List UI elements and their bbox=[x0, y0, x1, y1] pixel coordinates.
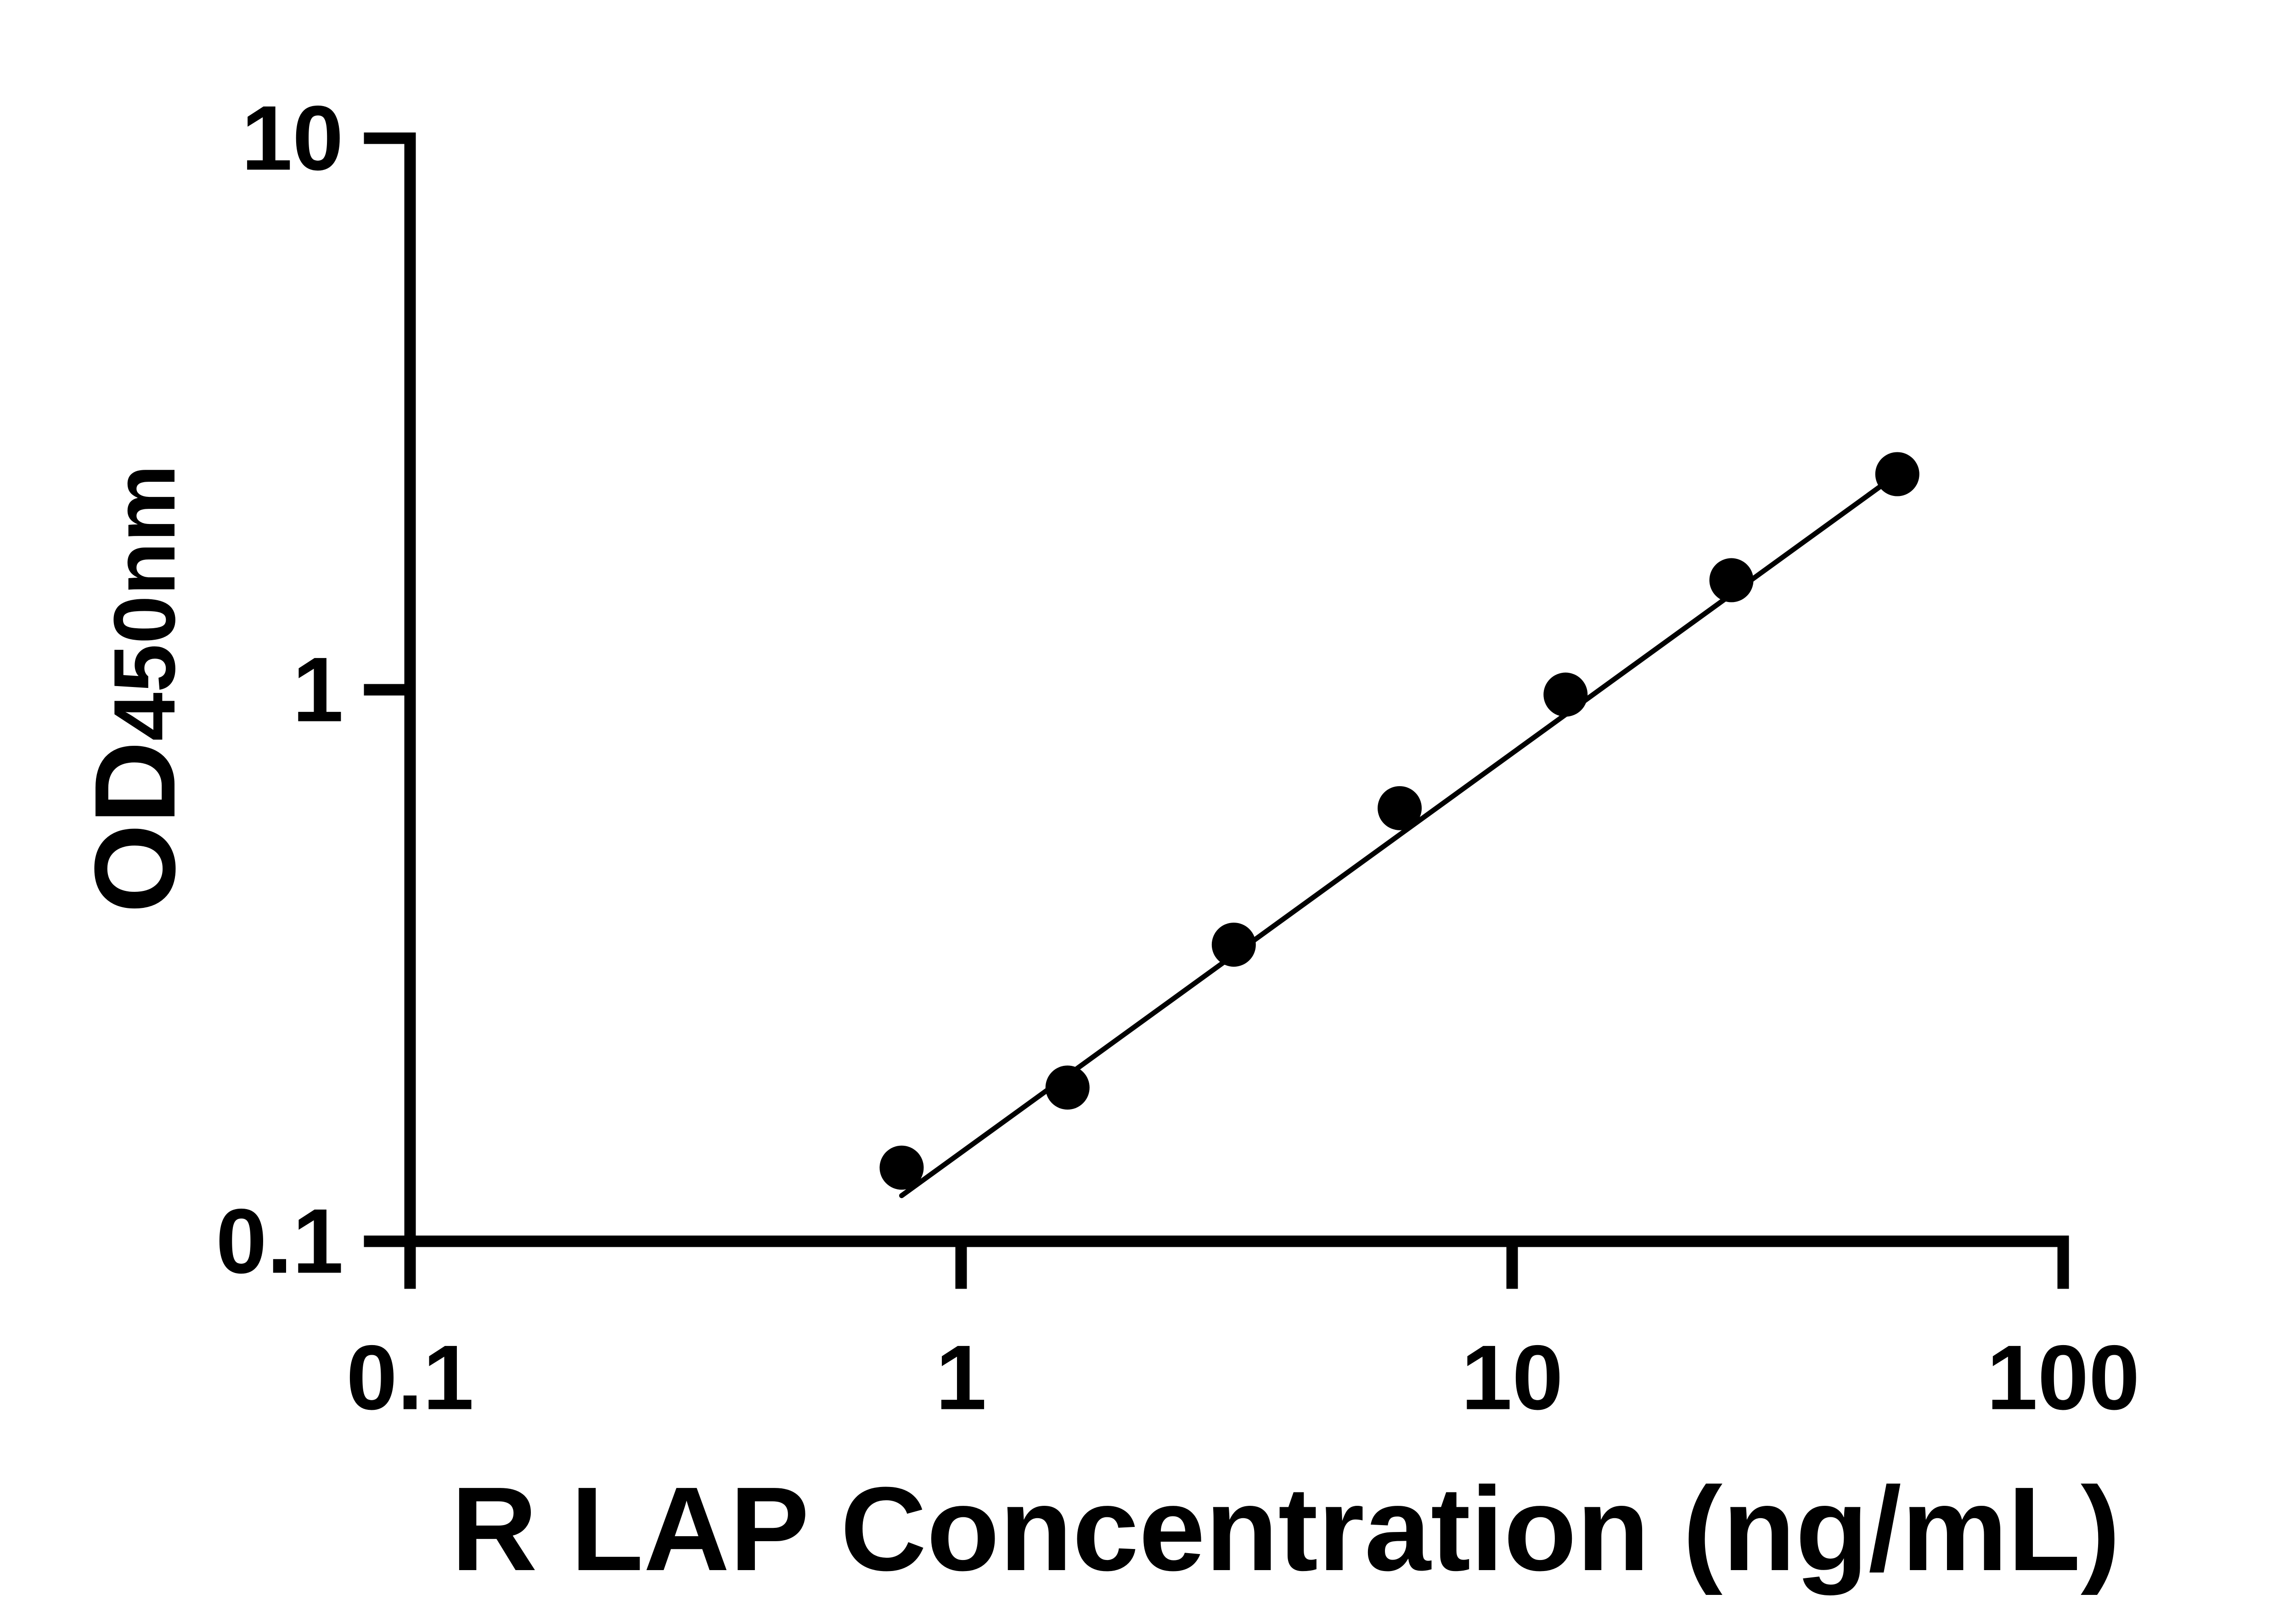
x-axis-title: R LAP Concentration (ng/mL) bbox=[451, 1463, 2120, 1596]
tick-labels-group: 0.1 1 10 100 0.1 1 10 bbox=[216, 87, 2140, 1429]
x-tick-label: 0.1 bbox=[346, 1327, 474, 1429]
x-tick-label: 10 bbox=[1461, 1327, 1563, 1429]
x-tick-label: 100 bbox=[1986, 1327, 2140, 1429]
series-group bbox=[879, 452, 1919, 1199]
ticks-group bbox=[364, 132, 2069, 1289]
data-point bbox=[1709, 558, 1754, 603]
y-tick-label: 1 bbox=[293, 639, 343, 741]
y-axis-title-subscript: 450nm bbox=[96, 464, 193, 741]
y-axis-title: OD450nm bbox=[71, 464, 199, 913]
data-point bbox=[1045, 1065, 1090, 1110]
x-tick-label: 1 bbox=[935, 1327, 986, 1429]
y-tick-label: 10 bbox=[242, 87, 343, 190]
data-point bbox=[1875, 452, 1919, 496]
data-point bbox=[1211, 923, 1256, 967]
data-point bbox=[879, 1145, 924, 1190]
y-axis-title-main: OD bbox=[71, 741, 199, 913]
data-point bbox=[1543, 672, 1588, 717]
data-point bbox=[1378, 786, 1422, 830]
axes-group bbox=[404, 132, 2069, 1247]
y-tick-label: 0.1 bbox=[216, 1190, 343, 1293]
